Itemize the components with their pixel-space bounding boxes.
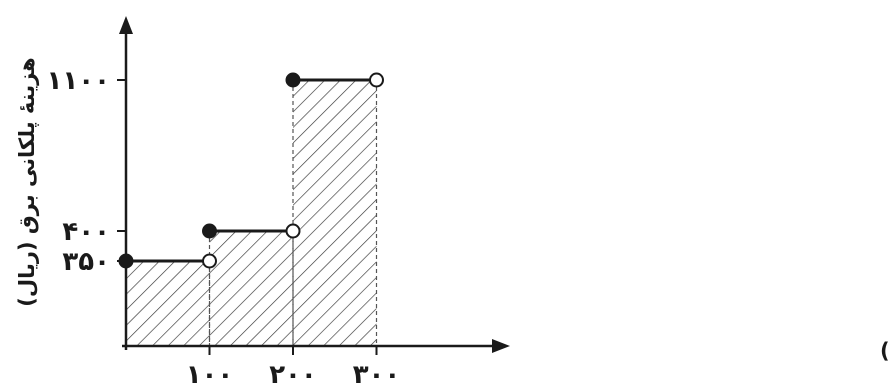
x-axis-title: مصرف برق (کیلووات ساعت) <box>880 339 889 363</box>
shaded-area <box>126 80 377 346</box>
shaded-rect-0 <box>126 261 210 346</box>
step-end-dot-2 <box>369 72 384 88</box>
x-tick-label-2: ۳۰۰ <box>353 360 401 385</box>
y-tick-label-0: ۳۵۰ <box>62 247 110 277</box>
shaded-rect-1 <box>209 231 293 346</box>
step-segments <box>118 72 384 269</box>
step-end-dot-1 <box>285 223 301 239</box>
dashed-guides <box>208 80 378 346</box>
step-start-dot-1 <box>202 223 217 239</box>
x-tick-label-0: ۱۰۰ <box>186 360 234 385</box>
y-tick-label-1: ۴۰۰ <box>62 217 110 247</box>
y-axis-arrow <box>119 16 133 34</box>
step-start-dot-0 <box>118 253 134 269</box>
x-tick-label-1: ۲۰۰ <box>269 360 317 385</box>
step-start-dot-2 <box>285 72 301 88</box>
y-axis-title: هزینهٔ پلکانی برق (ریال) <box>15 57 39 306</box>
x-axis-arrow <box>492 339 510 353</box>
shaded-rect-2 <box>293 80 377 346</box>
step-end-dot-0 <box>202 253 217 269</box>
y-tick-label-2: ۱۱۰۰ <box>47 66 110 96</box>
